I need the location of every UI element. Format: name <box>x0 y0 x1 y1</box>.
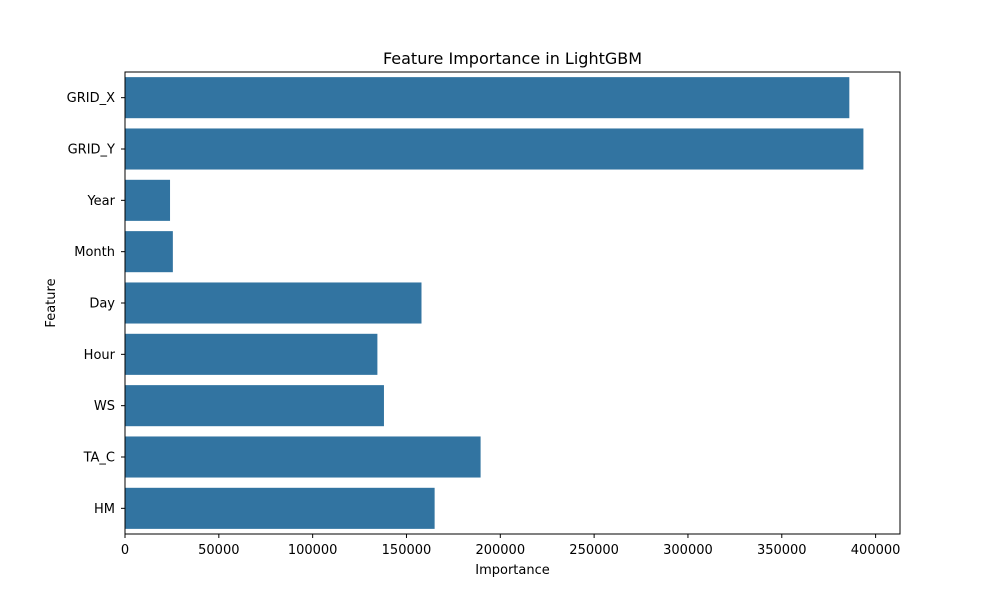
x-tick-label: 350000 <box>757 543 807 558</box>
y-tick-label: TA_C <box>83 451 115 466</box>
bars-group <box>125 77 864 529</box>
bar-month <box>125 231 173 273</box>
bar-ta-c <box>125 436 481 478</box>
bar-grid-x <box>125 77 850 119</box>
chart-title: Feature Importance in LightGBM <box>383 49 642 68</box>
bar-day <box>125 282 422 324</box>
x-tick-label: 250000 <box>569 543 619 558</box>
x-tick-label: 100000 <box>288 543 338 558</box>
bar-hour <box>125 333 378 375</box>
y-tick-label: Year <box>86 194 115 209</box>
y-tick-label: Month <box>74 245 115 260</box>
y-tick-label: HM <box>94 502 115 517</box>
x-tick-label: 300000 <box>663 543 713 558</box>
y-tick-label: WS <box>94 399 115 414</box>
y-tick-label: GRID_Y <box>68 143 115 158</box>
bar-grid-y <box>125 128 864 170</box>
y-tick-label: Hour <box>84 348 116 363</box>
y-tick-label: GRID_X <box>67 91 115 106</box>
y-axis-title: Feature <box>44 278 59 327</box>
bar-ws <box>125 385 384 427</box>
bar-hm <box>125 487 435 529</box>
x-tick-label: 50000 <box>198 543 239 558</box>
bar-year <box>125 179 171 221</box>
y-axis: GRID_X GRID_Y Year Month Day Hour WS TA_C HM <box>67 91 125 517</box>
x-tick-label: 200000 <box>475 543 525 558</box>
x-axis-title: Importance <box>475 563 550 578</box>
x-tick-label: 0 <box>121 543 129 558</box>
x-axis: 0 50000 100000 150000 200000 250000 300000 3500… <box>121 534 901 558</box>
y-tick-label: Day <box>89 297 115 312</box>
x-tick-label: 150000 <box>382 543 432 558</box>
x-tick-label: 400000 <box>851 543 901 558</box>
